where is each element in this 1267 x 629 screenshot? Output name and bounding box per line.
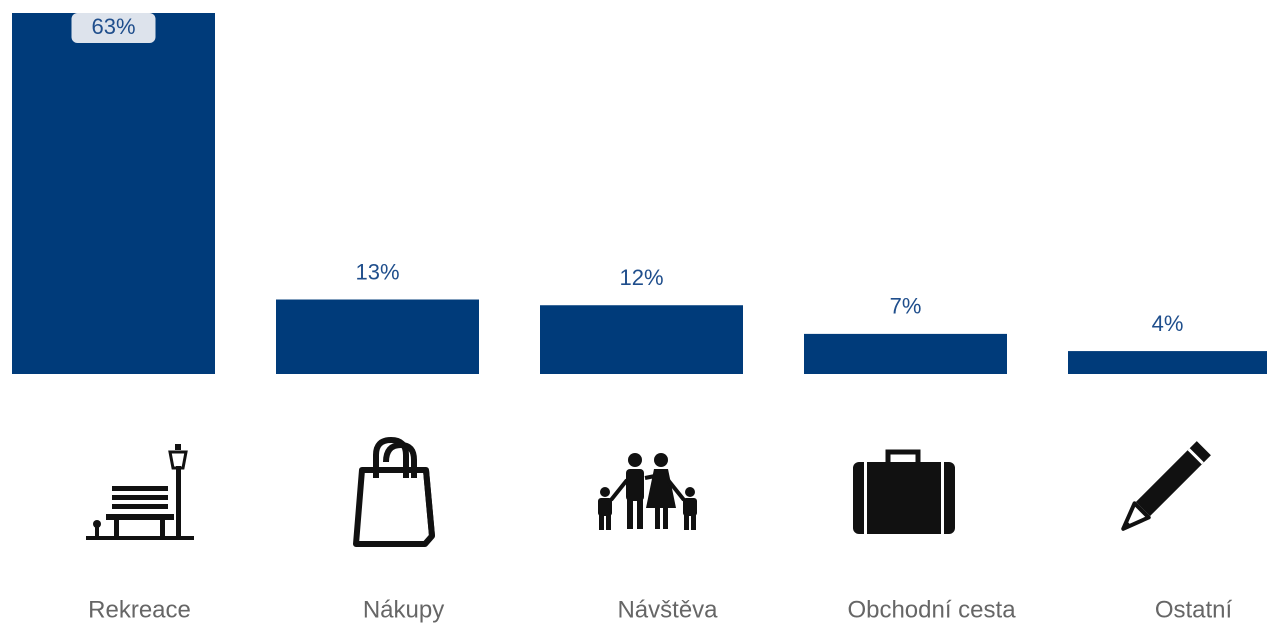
icon-suitcase — [853, 449, 955, 534]
icon-bag — [353, 437, 435, 547]
value-label-box — [71, 13, 156, 43]
category-label: Ostatní — [1155, 596, 1233, 623]
value-label: 4% — [1152, 311, 1184, 336]
bar — [540, 305, 743, 374]
value-label: 63% — [91, 14, 135, 39]
category-label: Návštěva — [617, 596, 718, 623]
bar — [804, 333, 1007, 374]
value-label: 12% — [619, 265, 663, 290]
icon-family — [598, 453, 697, 530]
bar — [1068, 351, 1267, 374]
value-label: 13% — [355, 259, 399, 284]
bar — [12, 13, 215, 374]
value-label: 7% — [890, 294, 922, 319]
category-label: Rekreace — [88, 596, 191, 623]
icon-pencil — [1121, 441, 1211, 531]
bar — [276, 299, 479, 374]
category-label: Nákupy — [363, 596, 444, 623]
category-label: Obchodní cesta — [847, 596, 1016, 623]
icon-bench — [86, 444, 194, 540]
